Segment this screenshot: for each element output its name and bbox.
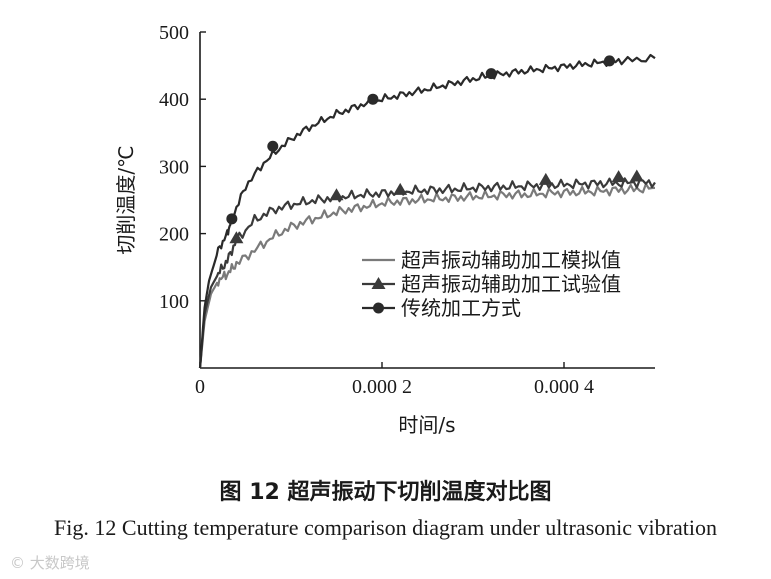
series-1 bbox=[198, 182, 656, 369]
data-point-marker bbox=[226, 213, 238, 225]
series-line bbox=[198, 182, 656, 369]
y-tick-label: 400 bbox=[159, 89, 189, 111]
data-point-marker bbox=[329, 188, 344, 201]
x-tick-label: 0.000 2 bbox=[352, 376, 412, 398]
x-tick-label: 0 bbox=[195, 376, 205, 398]
series-2 bbox=[198, 169, 656, 369]
legend-marker bbox=[373, 302, 384, 314]
series-line bbox=[198, 53, 656, 369]
data-point-marker bbox=[229, 231, 244, 244]
data-point-marker bbox=[604, 55, 615, 67]
figure-caption-english: Fig. 12 Cutting temperature comparison d… bbox=[54, 515, 717, 540]
watermark-logo-icon: © bbox=[10, 554, 25, 572]
y-axis-title: 切削温度/℃ bbox=[114, 145, 138, 254]
data-point-marker bbox=[629, 169, 644, 182]
data-point-marker bbox=[485, 68, 497, 80]
y-tick-label: 300 bbox=[159, 156, 189, 178]
y-tick-label: 200 bbox=[159, 224, 189, 246]
data-point-marker bbox=[367, 93, 379, 105]
legend-marker bbox=[371, 277, 386, 289]
data-point-marker bbox=[393, 182, 408, 195]
watermark: © 大数跨境 bbox=[10, 552, 90, 573]
x-tick-label: 0.000 4 bbox=[534, 376, 594, 398]
axes: 100 200 300 400 500 0 0.000 2 0.000 4 bbox=[159, 22, 655, 398]
series-layer bbox=[198, 53, 656, 369]
legend-label: 传统加工方式 bbox=[401, 296, 521, 320]
data-point-marker bbox=[267, 140, 279, 152]
data-point-marker bbox=[611, 170, 626, 183]
figure-caption-chinese: 图 12 超声振动下切削温度对比图 bbox=[219, 480, 552, 505]
legend-label: 超声振动辅助加工模拟值 bbox=[401, 248, 621, 272]
chart: 100 200 300 400 500 0 0.000 2 0.000 4 超声振动辅助加工模… bbox=[114, 22, 656, 437]
y-tick-label: 100 bbox=[159, 291, 189, 313]
series-3 bbox=[198, 53, 656, 369]
x-axis-title: 时间/s bbox=[398, 413, 455, 437]
legend-label: 超声振动辅助加工试验值 bbox=[401, 272, 621, 296]
watermark-text: 大数跨境 bbox=[29, 554, 90, 572]
y-tick-label: 500 bbox=[159, 22, 189, 44]
data-point-marker bbox=[538, 172, 553, 185]
